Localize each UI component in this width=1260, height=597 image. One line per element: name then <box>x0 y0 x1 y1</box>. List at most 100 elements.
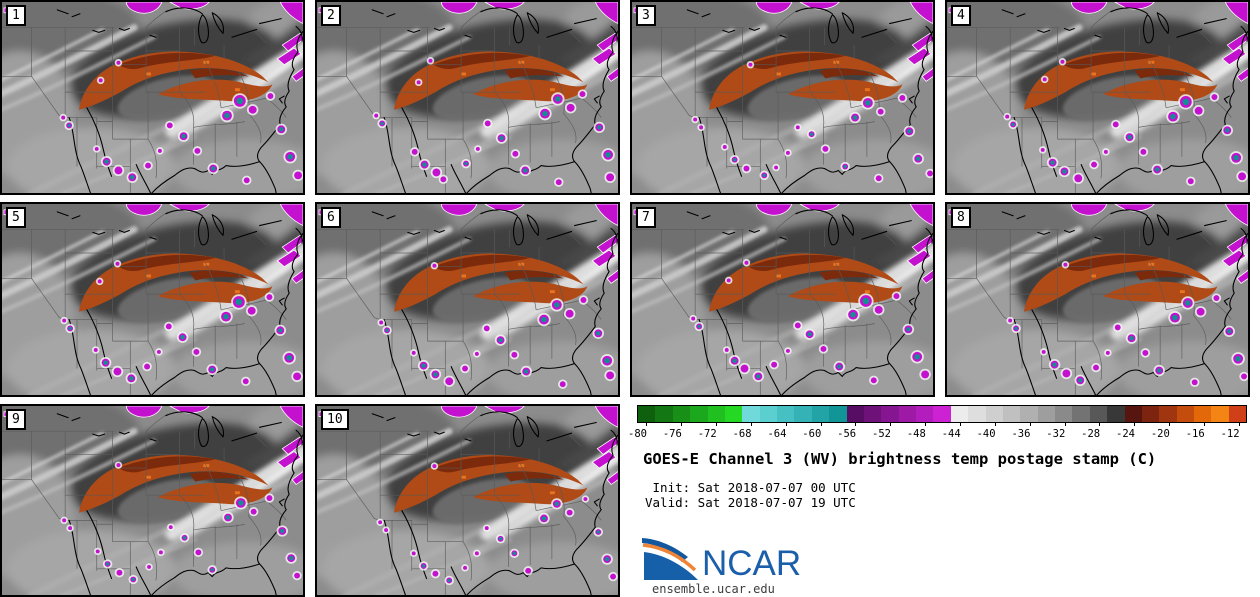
member-number-label: 9 <box>6 409 26 430</box>
member-number-label: 2 <box>321 5 341 26</box>
colorbar-block <box>655 406 673 422</box>
storm-cells <box>372 57 616 187</box>
colorbar-block <box>898 406 916 422</box>
colorbar-tick: -24 <box>1116 422 1144 440</box>
storm-cells <box>60 461 302 585</box>
colorbar-block <box>881 406 899 422</box>
wv-satellite-map <box>317 406 618 595</box>
colorbar-block <box>724 406 743 422</box>
colorbar-block <box>1211 406 1229 422</box>
member-number-label: 6 <box>321 207 341 228</box>
storm-cells <box>60 260 303 386</box>
member-number-label: 8 <box>951 207 971 228</box>
colorbar-block <box>1176 406 1194 422</box>
colorbar-block <box>950 406 969 422</box>
wv-satellite-map <box>947 2 1248 193</box>
ncar-logo-swoosh-icon <box>642 538 698 580</box>
colorbar-block <box>829 406 847 422</box>
colorbar-block <box>985 406 1003 422</box>
wv-satellite-map <box>2 406 303 595</box>
colorbar-block <box>846 406 864 422</box>
valid-time: Valid: Sat 2018-07-07 19 UTC <box>645 495 856 510</box>
colorbar-tick: -68 <box>733 422 761 440</box>
colorbar-tick: -64 <box>767 422 795 440</box>
colorbar-block <box>690 406 708 422</box>
wv-satellite-map <box>947 204 1248 395</box>
wv-satellite-map <box>2 2 303 193</box>
colorbar-tick: -56 <box>837 422 865 440</box>
colorbar-block <box>794 406 812 422</box>
ensemble-member-panel[interactable]: 7 <box>630 202 935 397</box>
ncar-logo: NCAR <box>642 534 801 582</box>
ensemble-member-panel[interactable]: 6 <box>315 202 620 397</box>
colorbar-tick: -28 <box>1081 422 1109 440</box>
wv-satellite-map <box>632 204 933 395</box>
site-link[interactable]: ensemble.ucar.edu <box>652 582 775 596</box>
ensemble-member-panel[interactable]: 1 <box>0 0 305 195</box>
colorbar-tick: -72 <box>698 422 726 440</box>
ensemble-member-panel[interactable]: 3 <box>630 0 935 195</box>
wv-satellite-map <box>632 2 933 193</box>
init-time: Init: Sat 2018-07-07 00 UTC <box>645 480 856 495</box>
colorbar-block <box>811 406 830 422</box>
wv-satellite-map <box>2 204 303 395</box>
ensemble-member-panel[interactable]: 2 <box>315 0 620 195</box>
colorbar-tick: -36 <box>1011 422 1039 440</box>
storm-cells <box>1003 58 1248 186</box>
ensemble-member-panel[interactable]: 10 <box>315 404 620 597</box>
colorbar <box>637 405 1247 423</box>
colorbar-block <box>1107 406 1125 422</box>
wv-satellite-map <box>317 2 618 193</box>
legend-panel: -80 -76 -72 -68 -64 -60 -56 -52 -48 -44 -40 -36 -32-… <box>628 404 1250 597</box>
ensemble-member-panel[interactable]: 5 <box>0 202 305 397</box>
product-title: GOES-E Channel 3 (WV) brightness temp po… <box>643 450 1157 468</box>
colorbar-tick: -44 <box>942 422 970 440</box>
colorbar-block <box>1194 406 1212 422</box>
colorbar-tick: -40 <box>977 422 1005 440</box>
storm-cells <box>59 59 303 185</box>
colorbar-block <box>742 406 760 422</box>
ncar-logo-text: NCAR <box>702 544 802 583</box>
ensemble-member-panel[interactable]: 9 <box>0 404 305 597</box>
colorbar-tick-labels: -80 -76 -72 -68 -64 -60 -56 -52 -48 -44 -40 -36 -32-… <box>628 422 1249 442</box>
colorbar-tick: -60 <box>802 422 830 440</box>
colorbar-tick: -16 <box>1186 422 1214 440</box>
colorbar-block <box>777 406 795 422</box>
member-number-label: 4 <box>951 5 971 26</box>
colorbar-tick: -20 <box>1151 422 1179 440</box>
colorbar-tick: -12 <box>1221 422 1249 440</box>
colorbar-block <box>1159 406 1177 422</box>
colorbar-tick: -52 <box>872 422 900 440</box>
colorbar-block <box>1037 406 1055 422</box>
colorbar-block <box>638 406 656 422</box>
member-number-label: 1 <box>6 5 26 26</box>
colorbar-block <box>1055 406 1073 422</box>
member-number-label: 3 <box>636 5 656 26</box>
member-number-label: 10 <box>321 409 349 430</box>
colorbar-tick: -80 <box>628 422 656 440</box>
storm-cells <box>689 259 931 386</box>
member-number-label: 7 <box>636 207 656 228</box>
colorbar-block <box>968 406 986 422</box>
storm-cells <box>1006 261 1248 387</box>
colorbar-block <box>1020 406 1038 422</box>
init-valid-times: Init: Sat 2018-07-07 00 UTC Valid: Sat 20… <box>645 480 856 510</box>
colorbar-tick: -32 <box>1046 422 1074 440</box>
ensemble-member-panel[interactable]: 4 <box>945 0 1250 195</box>
storm-cells <box>691 60 933 184</box>
colorbar-block <box>1072 406 1090 422</box>
colorbar-block <box>1002 406 1021 422</box>
storm-cells <box>376 462 618 586</box>
colorbar-block <box>1124 406 1142 422</box>
colorbar-block <box>1141 406 1160 422</box>
colorbar-block <box>863 406 882 422</box>
colorbar-block <box>933 406 951 422</box>
colorbar-block <box>759 406 777 422</box>
colorbar-block <box>1228 406 1247 422</box>
colorbar-block <box>1089 406 1108 422</box>
colorbar-block <box>672 406 691 422</box>
ensemble-member-panel[interactable]: 8 <box>945 202 1250 397</box>
colorbar-block <box>916 406 934 422</box>
